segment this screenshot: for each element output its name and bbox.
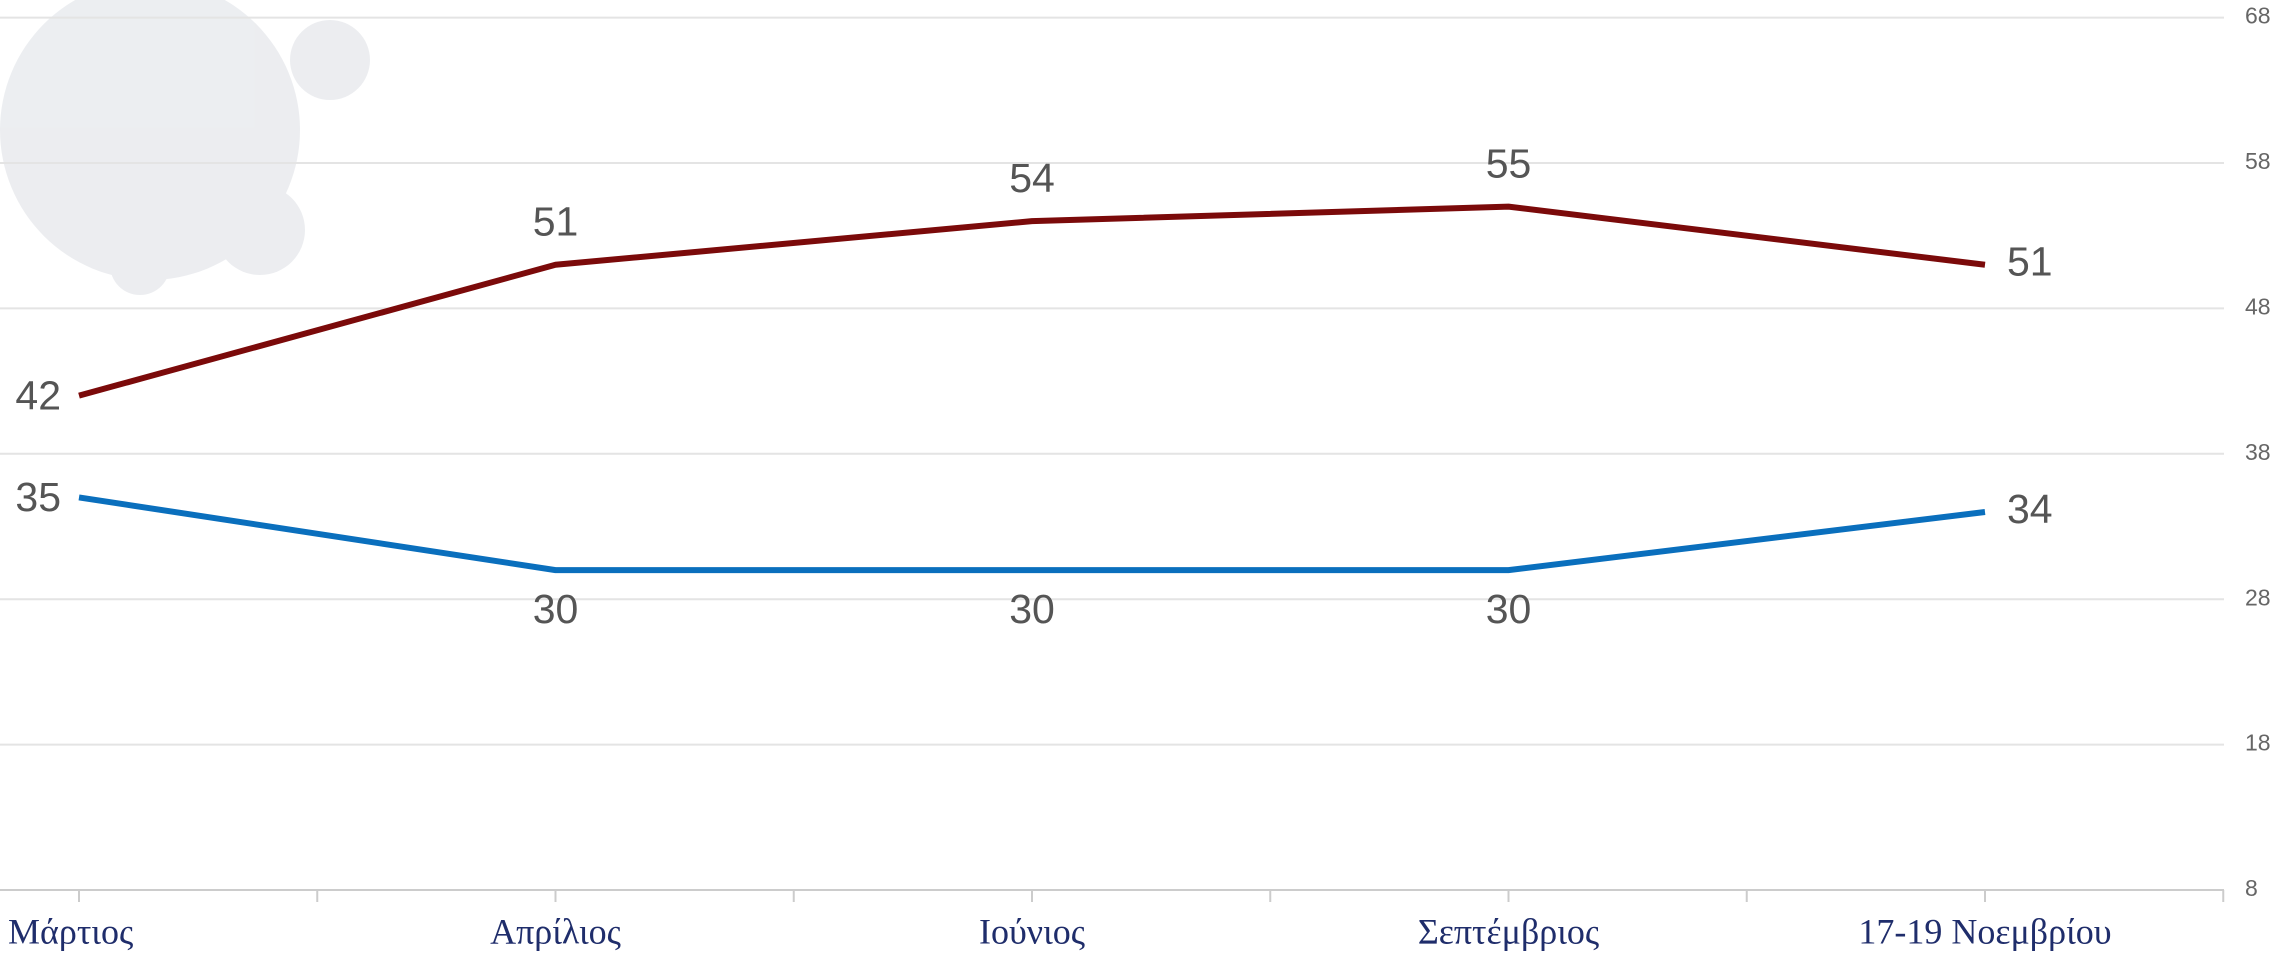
data-label: 30 <box>533 586 579 632</box>
data-label: 51 <box>2007 239 2053 285</box>
x-tick-label: Μάρτιος <box>8 911 133 951</box>
x-tick-label: Απρίλιος <box>490 911 621 951</box>
data-label: 42 <box>15 372 61 418</box>
series-line <box>78 203 1986 399</box>
y-tick-label: 38 <box>2245 439 2271 465</box>
x-tick-label: 17-19 Νοεμβρίου <box>1858 911 2111 951</box>
x-tick-label: Ιούνιος <box>979 911 1085 951</box>
y-tick-label: 28 <box>2245 584 2271 610</box>
y-tick-label: 8 <box>2245 875 2258 901</box>
data-label: 30 <box>1009 586 1055 632</box>
data-label: 30 <box>1486 586 1532 632</box>
data-label: 34 <box>2007 486 2053 532</box>
data-label: 54 <box>1009 155 1055 201</box>
y-tick-label: 68 <box>2245 3 2271 29</box>
y-tick-label: 48 <box>2245 293 2271 319</box>
background-decoration <box>0 0 370 295</box>
data-label: 51 <box>533 199 579 245</box>
y-tick-label: 58 <box>2245 148 2271 174</box>
x-tick-label: Σεπτέμβριος <box>1418 911 1599 951</box>
data-label: 35 <box>15 474 61 520</box>
y-tick-label: 18 <box>2245 730 2271 756</box>
series-line <box>78 494 1986 574</box>
data-label: 55 <box>1486 140 1532 186</box>
